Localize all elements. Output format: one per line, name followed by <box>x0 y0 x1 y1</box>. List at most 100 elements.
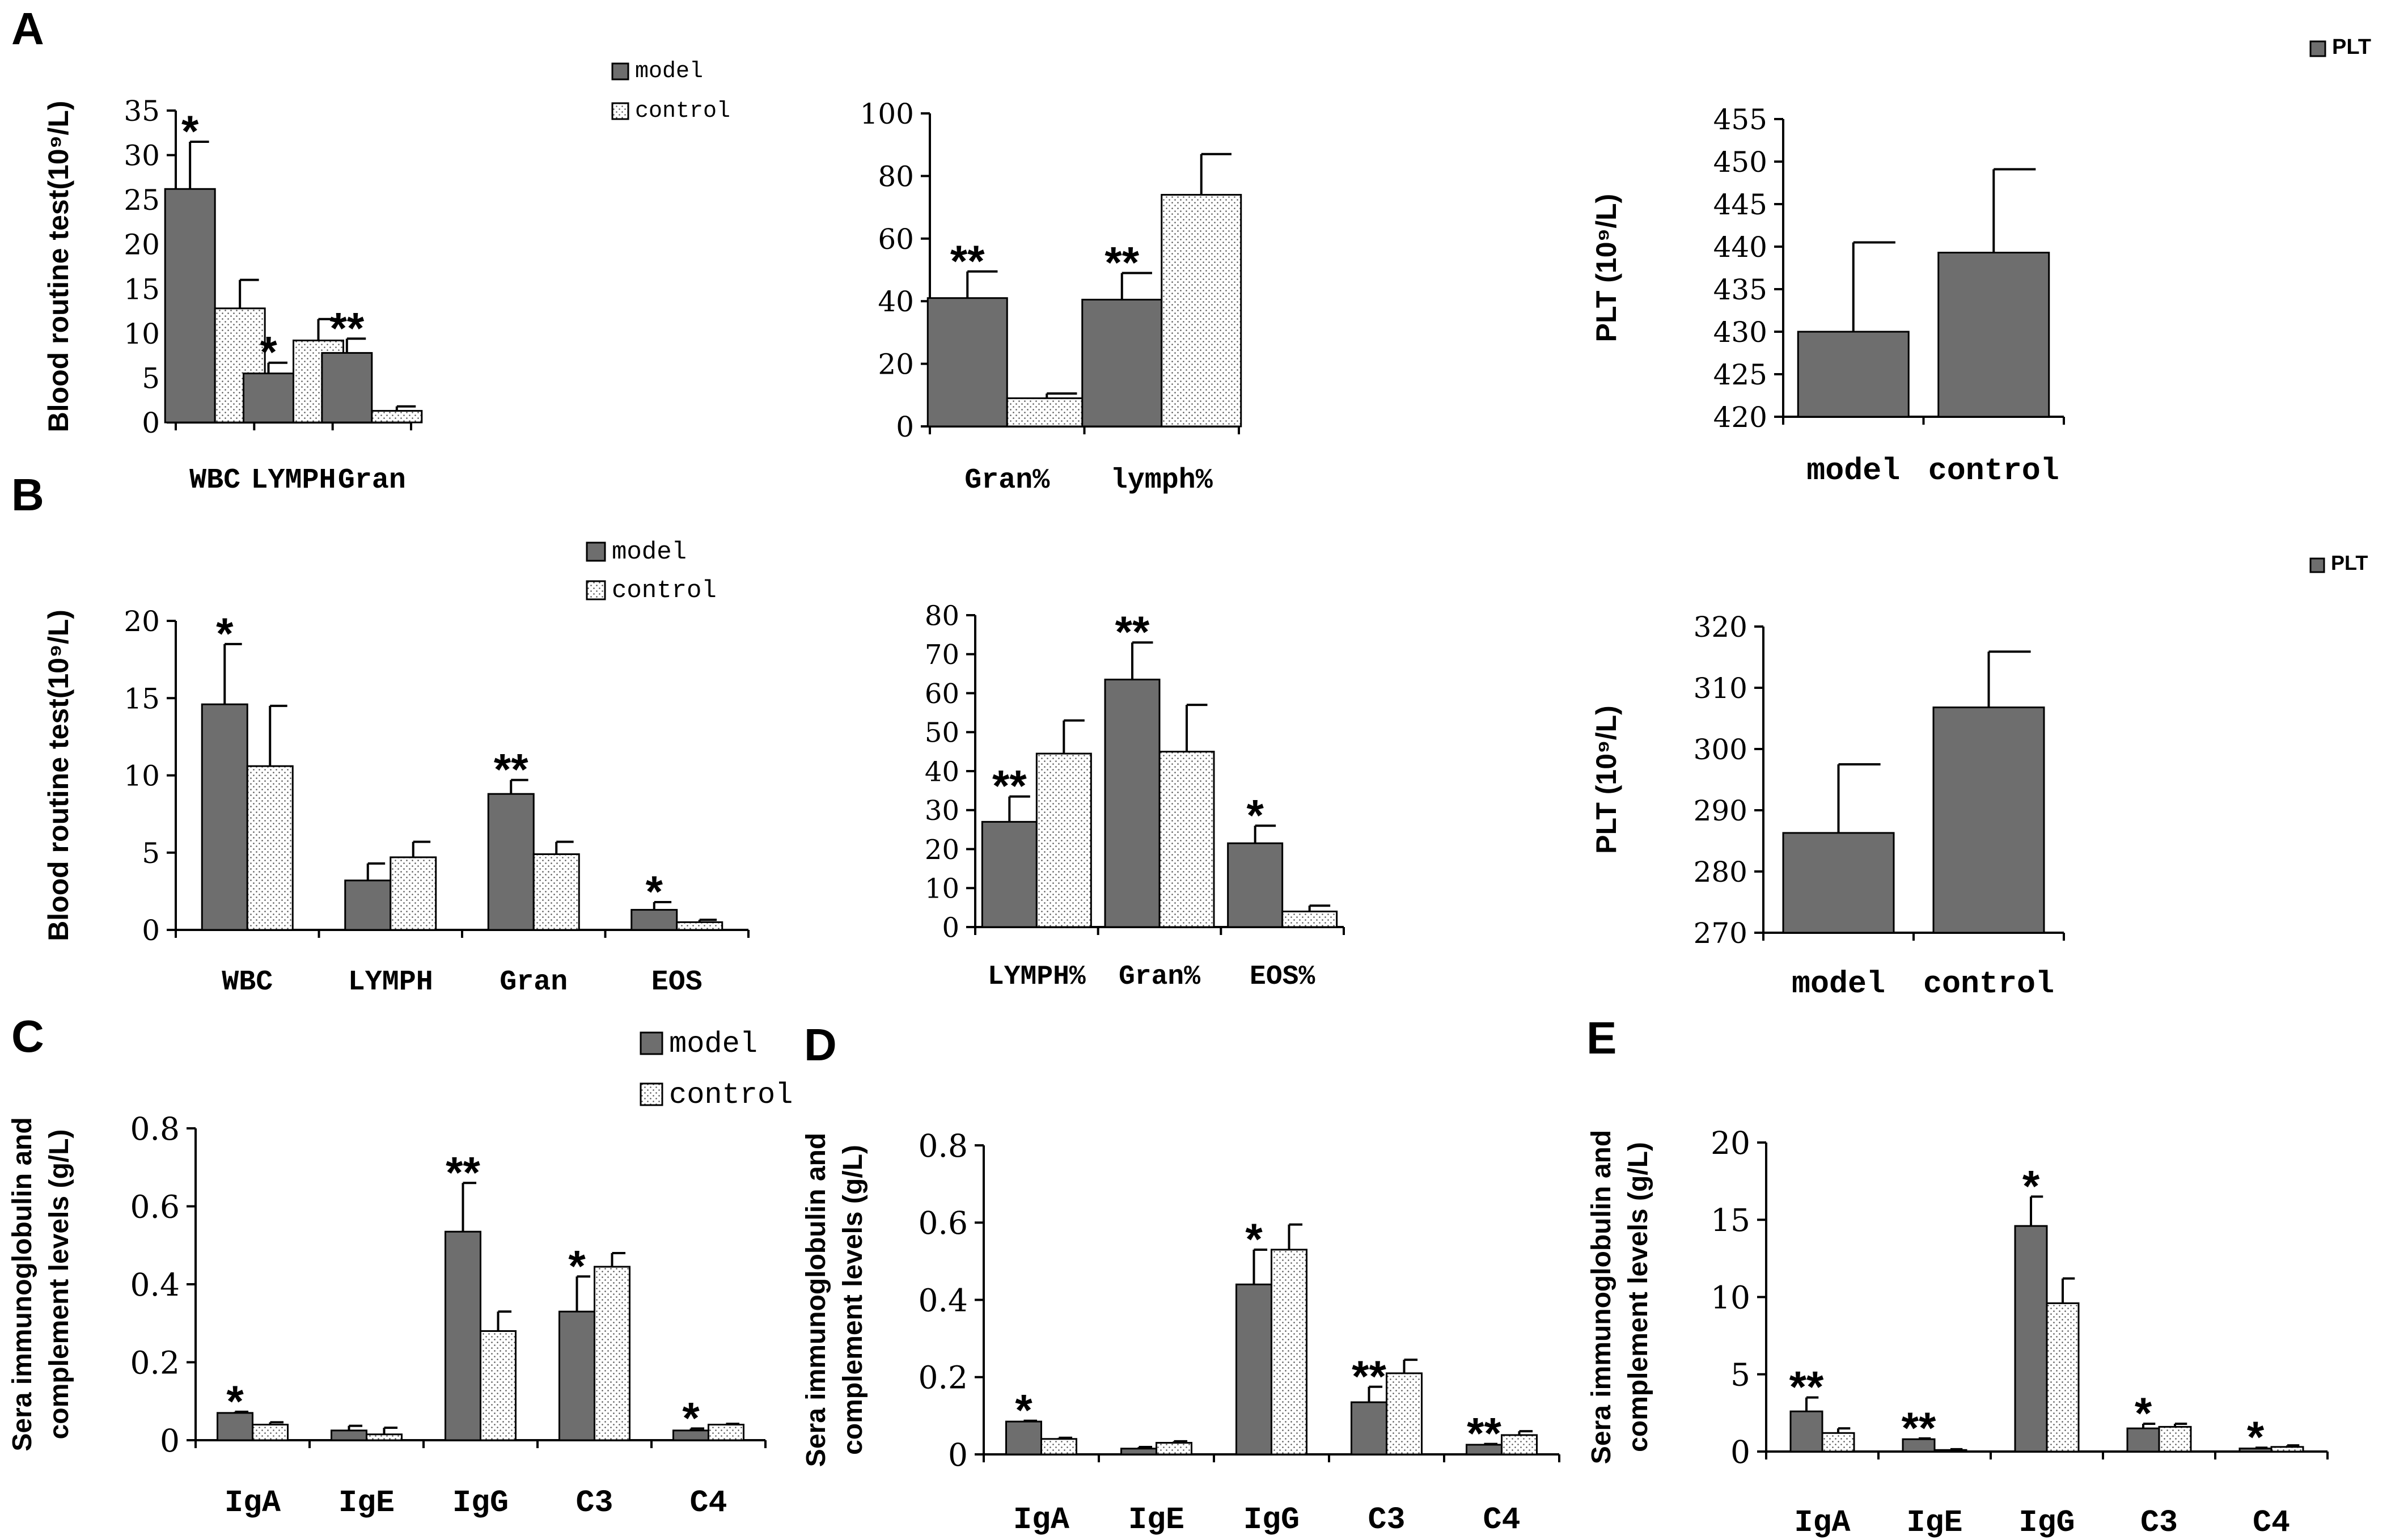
y-tick-label: 40 <box>925 756 959 788</box>
bar-control-ige <box>366 1433 403 1441</box>
bar-model-c3 <box>2126 1427 2160 1453</box>
bar-model-eos <box>1227 842 1284 928</box>
legend-label: control <box>612 577 717 605</box>
y-tick-label: 20 <box>124 229 160 261</box>
bar-control-iga <box>252 1424 289 1441</box>
y-tick-label: 425 <box>1713 358 1767 391</box>
bar-control-gran <box>371 410 423 424</box>
y-axis-label: complement levels (g/L) <box>1623 1142 1653 1452</box>
bar-model-lymph <box>1081 298 1163 428</box>
x-tick-label: LYMPH <box>251 464 336 497</box>
x-tick-label: IgE <box>1128 1502 1184 1538</box>
legend: PLT <box>2309 551 2368 574</box>
bar-control-c4 <box>1501 1434 1538 1456</box>
x-tick-label: control <box>1923 966 2054 1002</box>
y-tick-label: 0 <box>142 407 160 439</box>
bar-control-ige <box>1156 1442 1192 1456</box>
y-axis-label: Blood routine test(10⁹/L) <box>43 101 74 433</box>
y-tick-label: 15 <box>124 273 160 306</box>
significance-mark: ** <box>1115 607 1150 657</box>
y-tick-label: 420 <box>1713 401 1767 434</box>
legend-swatch-control <box>586 580 606 600</box>
bar-PLT-model <box>1782 832 1895 934</box>
bar-model-gran <box>1104 678 1161 928</box>
legend-swatch-model <box>611 62 629 81</box>
y-tick-label: 10 <box>925 873 959 905</box>
chart-a2: 0 20 40 60 80 100 Gran% ** lymph% ** <box>860 98 1242 497</box>
significance-mark: ** <box>446 1147 480 1197</box>
significance-mark: * <box>2247 1412 2265 1462</box>
legend-swatch-control <box>640 1082 663 1106</box>
x-tick-label: WBC <box>189 464 240 497</box>
y-tick-label: 100 <box>860 98 914 130</box>
legend: model control <box>640 1027 793 1112</box>
x-tick-label: EOS <box>651 966 703 999</box>
y-tick-label: 435 <box>1713 273 1767 306</box>
bar-control-c4 <box>708 1424 744 1441</box>
x-tick-label: IgE <box>338 1485 395 1521</box>
y-tick-label: 0 <box>948 1437 968 1473</box>
x-tick-label: IgA <box>1013 1502 1069 1538</box>
chart-c: 0 0.2 0.4 0.6 0.8 IgA * IgE IgG ** C3 * C4 * Sera immu… <box>7 1111 767 1521</box>
significance-mark: ** <box>950 236 985 286</box>
y-tick-label: 20 <box>925 834 959 866</box>
chart-d: 0 0.2 0.4 0.6 0.8 IgA * IgE IgG * C3 ** C4 ** Sera imm… <box>801 1128 1560 1538</box>
y-tick-label: 270 <box>1694 917 1747 950</box>
chart-e: 0 5 10 15 20 IgA ** IgE ** IgG * C3 * C4 * Sera immunog… <box>1586 1125 2329 1540</box>
y-tick-label: 455 <box>1713 103 1767 136</box>
bar-control-igg <box>1271 1249 1307 1456</box>
y-tick-label: 440 <box>1713 231 1767 264</box>
legend: PLT <box>2309 35 2371 59</box>
bar-model-ige <box>331 1429 367 1441</box>
x-tick-label: Gran <box>500 966 568 999</box>
y-axis-label: Sera immunoglobulin and <box>7 1117 37 1451</box>
bar-control-gran <box>532 853 580 931</box>
x-tick-label: IgA <box>1794 1505 1850 1540</box>
legend-label: control <box>669 1078 793 1112</box>
bar-control-c3 <box>1386 1372 1423 1456</box>
x-tick-label: C4 <box>1483 1502 1520 1538</box>
y-tick-label: 0.6 <box>130 1188 180 1225</box>
legend-label: control <box>635 99 730 124</box>
x-tick-label: IgG <box>2018 1505 2075 1540</box>
significance-mark: ** <box>494 744 528 794</box>
bar-control-lymph <box>1035 752 1092 928</box>
y-tick-label: 290 <box>1694 794 1747 827</box>
y-tick-label: 0 <box>160 1423 180 1459</box>
y-tick-label: 10 <box>1711 1279 1750 1315</box>
y-tick-label: 10 <box>124 760 160 793</box>
x-tick-label: lymph% <box>1111 464 1213 497</box>
significance-mark: ** <box>992 761 1027 811</box>
bar-model-c3 <box>1351 1401 1387 1456</box>
y-tick-label: 5 <box>1730 1357 1750 1393</box>
bar-control-gran <box>1006 397 1087 428</box>
x-tick-label: C4 <box>689 1485 727 1521</box>
significance-mark: * <box>226 1376 244 1426</box>
panel-label-a: A <box>11 3 44 54</box>
bar-control-eos <box>1281 911 1338 928</box>
chart-a3: 420 425 430 435 440 445 450 455 model control PLT … <box>1590 103 2065 489</box>
bar-control-gran <box>1158 751 1215 928</box>
y-tick-label: 5 <box>142 362 160 395</box>
significance-mark: * <box>1246 790 1264 840</box>
bar-model-wbc <box>164 188 216 424</box>
significance-mark: * <box>216 608 234 658</box>
y-tick-label: 430 <box>1713 316 1767 349</box>
significance-mark: * <box>1245 1214 1263 1264</box>
x-tick-label: IgG <box>1243 1502 1300 1538</box>
y-tick-label: 0 <box>142 914 160 947</box>
chart-b1: 0 5 10 15 20 WBC * LYMPH Gran ** EOS * Blood routine… <box>43 605 750 999</box>
y-tick-label: 445 <box>1713 188 1767 221</box>
y-tick-label: 0 <box>942 912 959 944</box>
significance-mark: * <box>260 327 277 377</box>
bar-model-eos <box>630 909 678 931</box>
x-tick-label: Gran <box>338 464 406 497</box>
x-tick-label: LYMPH% <box>988 962 1086 992</box>
legend-label: model <box>635 59 703 84</box>
x-tick-label: C3 <box>2140 1505 2178 1540</box>
x-tick-label: IgE <box>1906 1505 1962 1540</box>
y-tick-label: 280 <box>1694 856 1747 889</box>
y-tick-label: 5 <box>142 837 160 870</box>
panel-label-b: B <box>11 469 44 520</box>
significance-mark: ** <box>329 303 364 353</box>
